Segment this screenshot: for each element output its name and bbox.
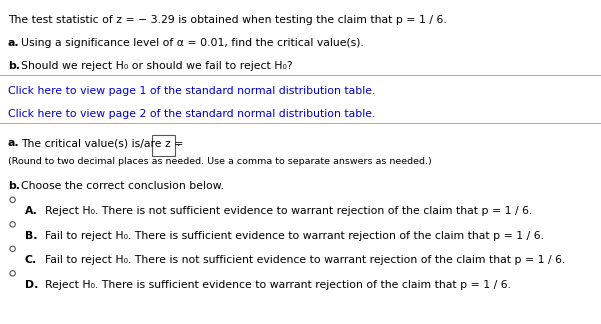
Text: The test statistic of z = − 3.29 is obtained when testing the claim that p = 1 /: The test statistic of z = − 3.29 is obta… xyxy=(8,15,447,25)
Text: Reject H₀. There is sufficient evidence to warrant rejection of the claim that p: Reject H₀. There is sufficient evidence … xyxy=(38,280,511,290)
Text: a.: a. xyxy=(8,138,19,148)
Text: b.: b. xyxy=(8,61,20,71)
Text: A.: A. xyxy=(25,206,37,216)
Text: Choose the correct conclusion below.: Choose the correct conclusion below. xyxy=(21,181,224,191)
Text: The critical value(s) is/are z =: The critical value(s) is/are z = xyxy=(21,138,187,148)
Text: C.: C. xyxy=(25,255,37,265)
Text: (Round to two decimal places as needed. Use a comma to separate answers as neede: (Round to two decimal places as needed. … xyxy=(8,157,432,166)
Text: D.: D. xyxy=(25,280,38,290)
Text: Click here to view page 2 of the standard normal distribution table.: Click here to view page 2 of the standar… xyxy=(8,109,375,119)
Text: Fail to reject H₀. There is sufficient evidence to warrant rejection of the clai: Fail to reject H₀. There is sufficient e… xyxy=(38,231,544,241)
Text: Using a significance level of α = 0.01, find the critical value(s).: Using a significance level of α = 0.01, … xyxy=(21,38,364,48)
Text: Should we reject H₀ or should we fail to reject H₀?: Should we reject H₀ or should we fail to… xyxy=(21,61,293,71)
Text: Fail to reject H₀. There is not sufficient evidence to warrant rejection of the : Fail to reject H₀. There is not sufficie… xyxy=(38,255,565,265)
Text: B.: B. xyxy=(25,231,37,241)
Text: Reject H₀. There is not sufficient evidence to warrant rejection of the claim th: Reject H₀. There is not sufficient evide… xyxy=(38,206,532,216)
Text: .: . xyxy=(177,138,180,148)
Text: Click here to view page 1 of the standard normal distribution table.: Click here to view page 1 of the standar… xyxy=(8,86,375,96)
Text: a.: a. xyxy=(8,38,19,48)
Text: b.: b. xyxy=(8,181,20,191)
